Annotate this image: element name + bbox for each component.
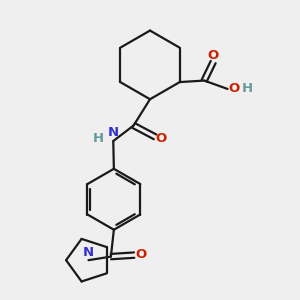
Text: H: H (242, 82, 253, 95)
Text: O: O (208, 49, 219, 62)
Text: O: O (136, 248, 147, 261)
Text: N: N (107, 127, 118, 140)
Text: O: O (229, 82, 240, 95)
Text: N: N (82, 246, 94, 259)
Text: O: O (155, 132, 167, 145)
Text: H: H (93, 132, 104, 145)
